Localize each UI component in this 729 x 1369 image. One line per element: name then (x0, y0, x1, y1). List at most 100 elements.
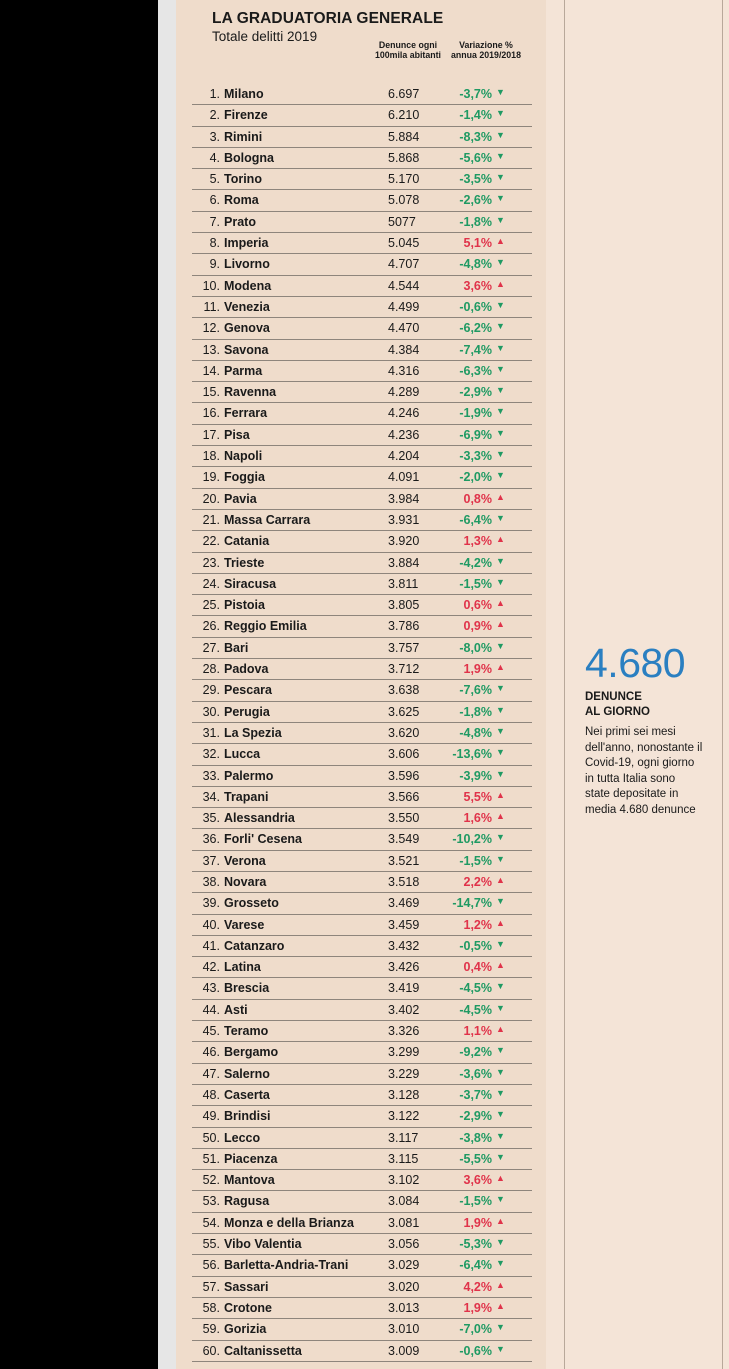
city-name: Brindisi (224, 1109, 271, 1124)
table-row: 10. Modena 4.544 3,6% ▲ (192, 276, 532, 297)
arrow-up-icon: ▲ (496, 960, 505, 971)
arrow-up-icon: ▲ (496, 662, 505, 673)
annual-change: -4,2% (459, 555, 492, 570)
table-row: 35. Alessandria 3.550 1,6% ▲ (192, 808, 532, 830)
annual-change: 0,6% (463, 598, 493, 613)
table-row: 13. Savona 4.384 -7,4% ▼ (192, 340, 532, 361)
crime-rate-value: 5.868 (388, 150, 420, 165)
arrow-up-icon: ▲ (496, 789, 505, 800)
column-divider (564, 0, 565, 1369)
table-row: 6. Roma 5.078 -2,6% ▼ (192, 190, 532, 212)
rank-number: 50. (202, 1130, 220, 1145)
arrow-down-icon: ▼ (496, 1002, 505, 1013)
arrow-up-icon: ▲ (496, 491, 505, 502)
table-row: 42. Latina 3.426 0,4% ▲ (192, 957, 532, 979)
arrow-up-icon: ▲ (496, 1173, 505, 1184)
city-name: Catanzaro (224, 938, 285, 953)
crime-rate-value: 3.229 (388, 1066, 420, 1081)
rank-number: 1. (209, 87, 220, 101)
city-name: Barletta-Andria-Trani (224, 1258, 349, 1273)
annual-change: -6,2% (459, 321, 492, 336)
rank-number: 41. (202, 938, 220, 953)
crime-rate-value: 3.549 (388, 832, 420, 847)
crime-rate-value: 3.638 (388, 683, 420, 698)
annual-change: 0,9% (463, 619, 493, 634)
table-row: 45. Teramo 3.326 1,1% ▲ (192, 1021, 532, 1043)
rank-number: 43. (202, 981, 220, 996)
annual-change: -5,6% (459, 150, 492, 165)
crime-rate-value: 3.326 (388, 1024, 420, 1039)
rank-number: 55. (202, 1237, 220, 1252)
table-row: 43. Brescia 3.419 -4,5% ▼ (192, 978, 532, 1000)
crime-rate-value: 3.056 (388, 1237, 420, 1252)
arrow-down-icon: ▼ (496, 299, 505, 310)
arrow-down-icon: ▼ (496, 683, 505, 694)
arrow-down-icon: ▼ (496, 1066, 505, 1077)
arrow-down-icon: ▼ (496, 512, 505, 523)
rank-number: 23. (202, 555, 220, 570)
crime-rate-value: 4.316 (388, 363, 420, 378)
annual-change: -1,8% (459, 704, 492, 719)
crime-rate-value: 3.426 (388, 960, 420, 975)
crime-rate-value: 3.625 (388, 704, 420, 719)
arrow-up-icon: ▲ (496, 874, 505, 885)
annual-change: -2,6% (459, 193, 492, 208)
arrow-up-icon: ▲ (496, 1279, 505, 1290)
rank-number: 53. (202, 1194, 220, 1209)
annual-change: -1,5% (459, 853, 492, 868)
arrow-down-icon: ▼ (496, 193, 505, 204)
crime-rate-value: 5.045 (388, 236, 420, 251)
big-number: 4.680 (585, 640, 686, 686)
table-row: 54. Monza e della Brianza 3.081 1,9% ▲ (192, 1213, 532, 1235)
city-name: Ragusa (224, 1194, 270, 1209)
arrow-up-icon: ▲ (496, 1024, 505, 1035)
column-divider-right (722, 0, 723, 1369)
crime-rate-value: 3.620 (388, 725, 420, 740)
annual-change: -6,9% (459, 427, 492, 442)
rank-number: 6. (209, 193, 220, 208)
city-name: Asti (224, 1002, 248, 1017)
city-name: Bologna (224, 150, 274, 165)
annual-change: -8,3% (459, 129, 492, 144)
crime-rate-value: 6.210 (388, 108, 420, 123)
annual-change: -2,9% (459, 1109, 492, 1124)
table-row: 29. Pescara 3.638 -7,6% ▼ (192, 680, 532, 702)
crime-rate-value: 4.236 (388, 427, 420, 442)
sidebar-heading: DENUNCE AL GIORNO (585, 690, 650, 720)
table-row: 41. Catanzaro 3.432 -0,5% ▼ (192, 936, 532, 958)
arrow-down-icon: ▼ (496, 321, 505, 332)
rank-number: 52. (202, 1173, 220, 1188)
table-row: 57. Sassari 3.020 4,2% ▲ (192, 1277, 532, 1298)
city-name: Latina (224, 960, 261, 975)
annual-change: 0,4% (463, 960, 493, 975)
crime-rate-value: 3.757 (388, 640, 420, 655)
table-row: 14. Parma 4.316 -6,3% ▼ (192, 361, 532, 383)
city-name: Sassari (224, 1279, 269, 1294)
rank-number: 32. (202, 747, 220, 762)
rank-number: 54. (202, 1215, 220, 1230)
rank-number: 4. (209, 150, 220, 165)
annual-change: 5,1% (463, 236, 493, 251)
annual-change: -3,6% (459, 1066, 492, 1081)
arrow-down-icon: ▼ (496, 853, 505, 864)
annual-change: -3,7% (459, 1087, 492, 1102)
table-row: 51. Piacenza 3.115 -5,5% ▼ (192, 1149, 532, 1171)
rank-number: 38. (202, 874, 220, 889)
annual-change: 4,2% (463, 1279, 493, 1294)
rank-number: 14. (202, 363, 220, 378)
arrow-down-icon: ▼ (496, 896, 505, 907)
table-row: 48. Caserta 3.128 -3,7% ▼ (192, 1085, 532, 1107)
table-row: 21. Massa Carrara 3.931 -6,4% ▼ (192, 510, 532, 532)
city-name: Pavia (224, 491, 257, 506)
rank-number: 29. (202, 683, 220, 698)
rank-number: 16. (202, 406, 220, 421)
city-name: Lecco (224, 1130, 261, 1145)
city-name: Lucca (224, 747, 261, 762)
rank-number: 39. (202, 896, 220, 911)
rank-number: 49. (202, 1109, 220, 1124)
rank-number: 48. (202, 1087, 220, 1102)
annual-change: -1,8% (459, 214, 492, 229)
table-row: 8. Imperia 5.045 5,1% ▲ (192, 233, 532, 255)
arrow-up-icon: ▲ (496, 917, 505, 928)
rank-number: 44. (202, 1002, 220, 1017)
